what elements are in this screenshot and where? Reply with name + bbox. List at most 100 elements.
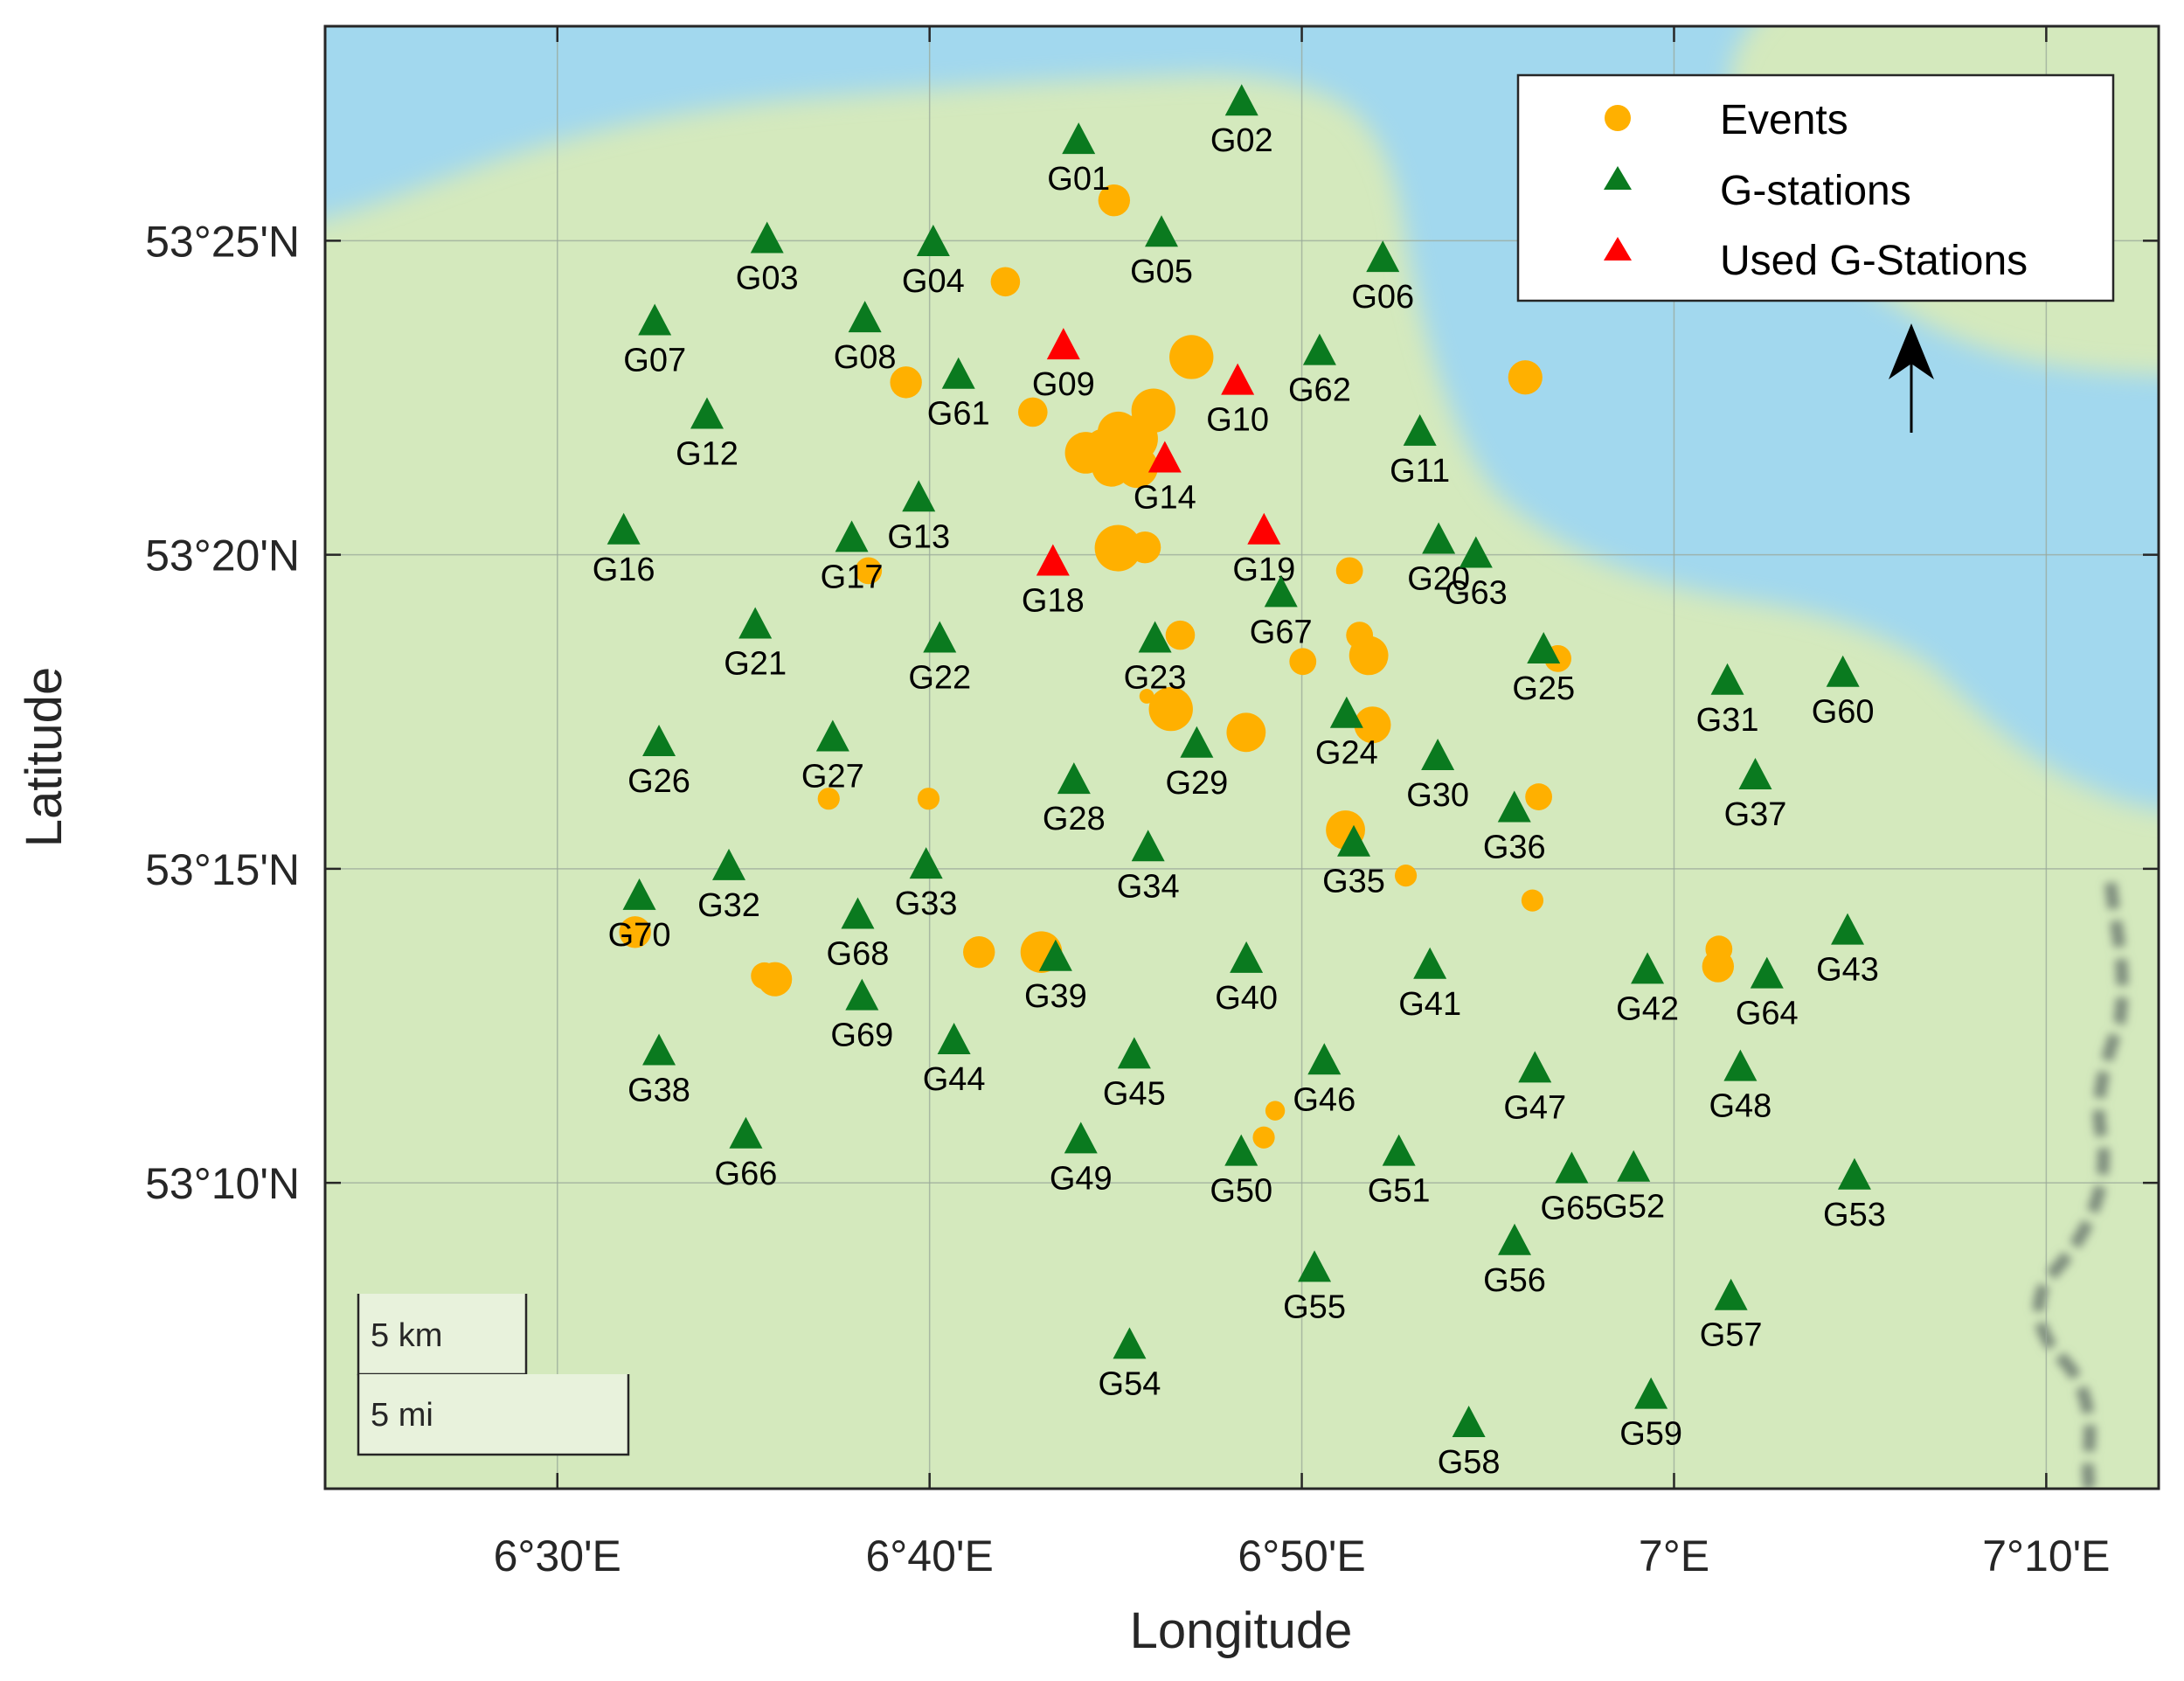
- station-label: G31: [1696, 702, 1759, 739]
- y-tick-label: 53°25'N: [145, 217, 300, 266]
- station-marker: [909, 847, 943, 879]
- station-g09: G09: [1032, 328, 1095, 403]
- station-label: G56: [1483, 1262, 1546, 1299]
- station-marker: [1117, 1037, 1151, 1069]
- legend-g-stations-marker: [1604, 166, 1632, 190]
- station-marker: [642, 1033, 676, 1066]
- station-label: G19: [1232, 552, 1295, 588]
- station-label: G38: [627, 1073, 690, 1109]
- station-marker: [1403, 413, 1437, 446]
- station-marker: [1421, 738, 1455, 770]
- station-marker: [1224, 84, 1258, 116]
- station-label: G58: [1438, 1444, 1501, 1481]
- event-marker: [1265, 1101, 1286, 1121]
- station-marker: [815, 719, 849, 752]
- station-marker: [1264, 575, 1298, 608]
- station-label: G70: [608, 917, 671, 954]
- event-marker: [990, 267, 1021, 297]
- station-marker: [1064, 1122, 1098, 1154]
- station-label: G43: [1816, 952, 1879, 989]
- station-label: G55: [1283, 1289, 1346, 1325]
- station-marker: [1631, 952, 1665, 984]
- station-g47: G47: [1503, 1051, 1566, 1126]
- event-marker: [917, 788, 940, 810]
- station-label: G40: [1215, 980, 1278, 1017]
- station-label: G18: [1022, 583, 1085, 620]
- station-g42: G42: [1616, 952, 1679, 1027]
- x-tick-label: 7°E: [1639, 1532, 1709, 1580]
- station-label: G37: [1724, 796, 1787, 833]
- event-marker: [1394, 865, 1418, 887]
- station-label: G25: [1512, 670, 1575, 707]
- station-g03: G03: [736, 221, 799, 297]
- station-g54: G54: [1099, 1327, 1161, 1402]
- station-g37: G37: [1724, 757, 1787, 833]
- station-label: G69: [830, 1018, 893, 1054]
- station-marker: [937, 1023, 971, 1055]
- station-label: G09: [1032, 366, 1095, 403]
- station-g13: G13: [887, 480, 950, 555]
- station-g26: G26: [627, 725, 690, 800]
- station-g62: G62: [1288, 333, 1351, 409]
- legend-used-stations-label: Used G-Stations: [1720, 238, 2028, 284]
- station-marker: [1062, 122, 1096, 155]
- station-g39: G39: [1024, 939, 1087, 1015]
- station-label: G26: [627, 763, 690, 800]
- station-label: G42: [1616, 990, 1679, 1027]
- station-g21: G21: [724, 607, 787, 683]
- legend-events-marker: [1605, 105, 1631, 131]
- station-label: G03: [736, 260, 799, 297]
- station-marker: [1057, 762, 1091, 795]
- station-marker: [1527, 631, 1561, 663]
- events-layer: [619, 184, 1735, 1149]
- event-marker: [1226, 712, 1266, 753]
- station-g59: G59: [1619, 1377, 1682, 1453]
- station-g56: G56: [1483, 1223, 1546, 1299]
- station-g49: G49: [1050, 1122, 1113, 1197]
- station-marker: [642, 725, 676, 757]
- legend-events-label: Events: [1720, 97, 1848, 143]
- station-g23: G23: [1124, 621, 1187, 696]
- station-marker: [1145, 215, 1179, 247]
- station-g36: G36: [1483, 790, 1546, 865]
- station-g24: G24: [1315, 696, 1378, 772]
- station-label: G36: [1483, 829, 1546, 865]
- station-label: G57: [1700, 1317, 1763, 1354]
- north-arrow-icon: [1889, 323, 1934, 433]
- event-marker: [1252, 1126, 1275, 1149]
- station-g20: G20: [1407, 522, 1470, 598]
- event-marker: [1165, 620, 1196, 650]
- station-g67: G67: [1250, 575, 1313, 650]
- station-marker: [1131, 830, 1165, 862]
- station-g07: G07: [623, 303, 686, 379]
- station-label: G66: [715, 1156, 778, 1192]
- event-marker: [1354, 706, 1391, 744]
- event-marker: [1094, 524, 1141, 572]
- event-marker: [1018, 397, 1048, 427]
- station-marker: [690, 397, 724, 429]
- station-label: G08: [834, 339, 897, 376]
- event-marker: [751, 962, 779, 990]
- station-g33: G33: [895, 847, 958, 922]
- event-marker: [817, 788, 840, 810]
- station-g02: G02: [1210, 84, 1273, 159]
- station-marker: [1723, 1049, 1758, 1081]
- station-label: G47: [1503, 1089, 1566, 1126]
- station-label: G28: [1043, 801, 1106, 837]
- station-label: G30: [1406, 777, 1469, 814]
- station-g66: G66: [715, 1116, 778, 1192]
- used-station-marker: [1247, 512, 1281, 545]
- station-g69: G69: [830, 978, 893, 1054]
- station-g64: G64: [1736, 956, 1799, 1032]
- x-tick-label: 6°30'E: [494, 1532, 621, 1580]
- station-label: G54: [1099, 1365, 1161, 1402]
- event-marker: [1092, 447, 1132, 487]
- x-tick-labels: 6°30'E 6°40'E 6°50'E 7°E 7°10'E: [494, 1532, 2111, 1580]
- station-g25: G25: [1512, 631, 1575, 707]
- station-marker: [1038, 939, 1072, 971]
- event-marker: [1335, 557, 1363, 585]
- station-label: G29: [1165, 765, 1228, 802]
- station-label: G39: [1024, 978, 1087, 1015]
- y-tick-labels: 53°25'N 53°20'N 53°15'N 53°10'N: [145, 217, 300, 1208]
- station-label: G05: [1130, 254, 1193, 290]
